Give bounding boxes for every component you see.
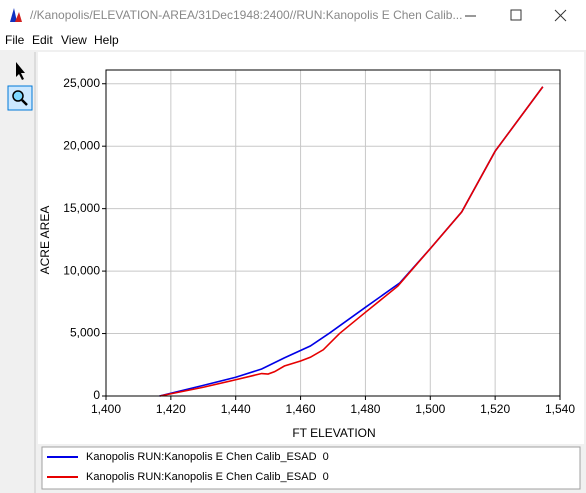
window-title: //Kanopolis/ELEVATION-AREA/31Dec1948:240… xyxy=(30,8,462,22)
y-tick-label: 15,000 xyxy=(63,201,100,215)
title-bar xyxy=(0,0,586,32)
y-tick-label: 20,000 xyxy=(63,138,100,152)
y-tick-label: 25,000 xyxy=(63,76,100,90)
x-tick-label: 1,420 xyxy=(156,402,186,416)
y-tick-label: 5,000 xyxy=(70,326,100,340)
x-tick-label: 1,520 xyxy=(480,402,510,416)
x-tick-label: 1,500 xyxy=(415,402,445,416)
y-tick-label: 0 xyxy=(93,388,100,402)
legend xyxy=(41,446,581,490)
close-button[interactable] xyxy=(554,9,567,22)
x-tick-label: 1,540 xyxy=(545,402,575,416)
pointer-tool[interactable] xyxy=(8,58,32,82)
plot-border xyxy=(105,69,561,397)
legend-label: Kanopolis RUN:Kanopolis E Chen Calib_ESA… xyxy=(86,471,329,483)
plot-area xyxy=(105,69,561,397)
series-line xyxy=(159,86,544,397)
legend-label: Kanopolis RUN:Kanopolis E Chen Calib_ESA… xyxy=(86,451,329,463)
menu-bar xyxy=(0,32,586,50)
menu-item[interactable]: Edit xyxy=(32,33,53,47)
menu-item[interactable]: Help xyxy=(94,33,119,47)
y-axis-label: ACRE AREA xyxy=(38,206,52,275)
x-axis-label: FT ELEVATION xyxy=(292,426,375,440)
x-tick-label: 1,400 xyxy=(91,402,121,416)
x-tick-label: 1,480 xyxy=(350,402,380,416)
x-tick-label: 1,440 xyxy=(221,402,251,416)
y-tick-label: 10,000 xyxy=(63,263,100,277)
maximize-button[interactable] xyxy=(510,9,522,21)
menu-item[interactable]: File xyxy=(5,33,25,47)
zoom-tool[interactable] xyxy=(7,85,33,111)
x-tick-label: 1,460 xyxy=(286,402,316,416)
menu-item[interactable]: View xyxy=(61,33,87,47)
app-icon xyxy=(10,8,22,22)
